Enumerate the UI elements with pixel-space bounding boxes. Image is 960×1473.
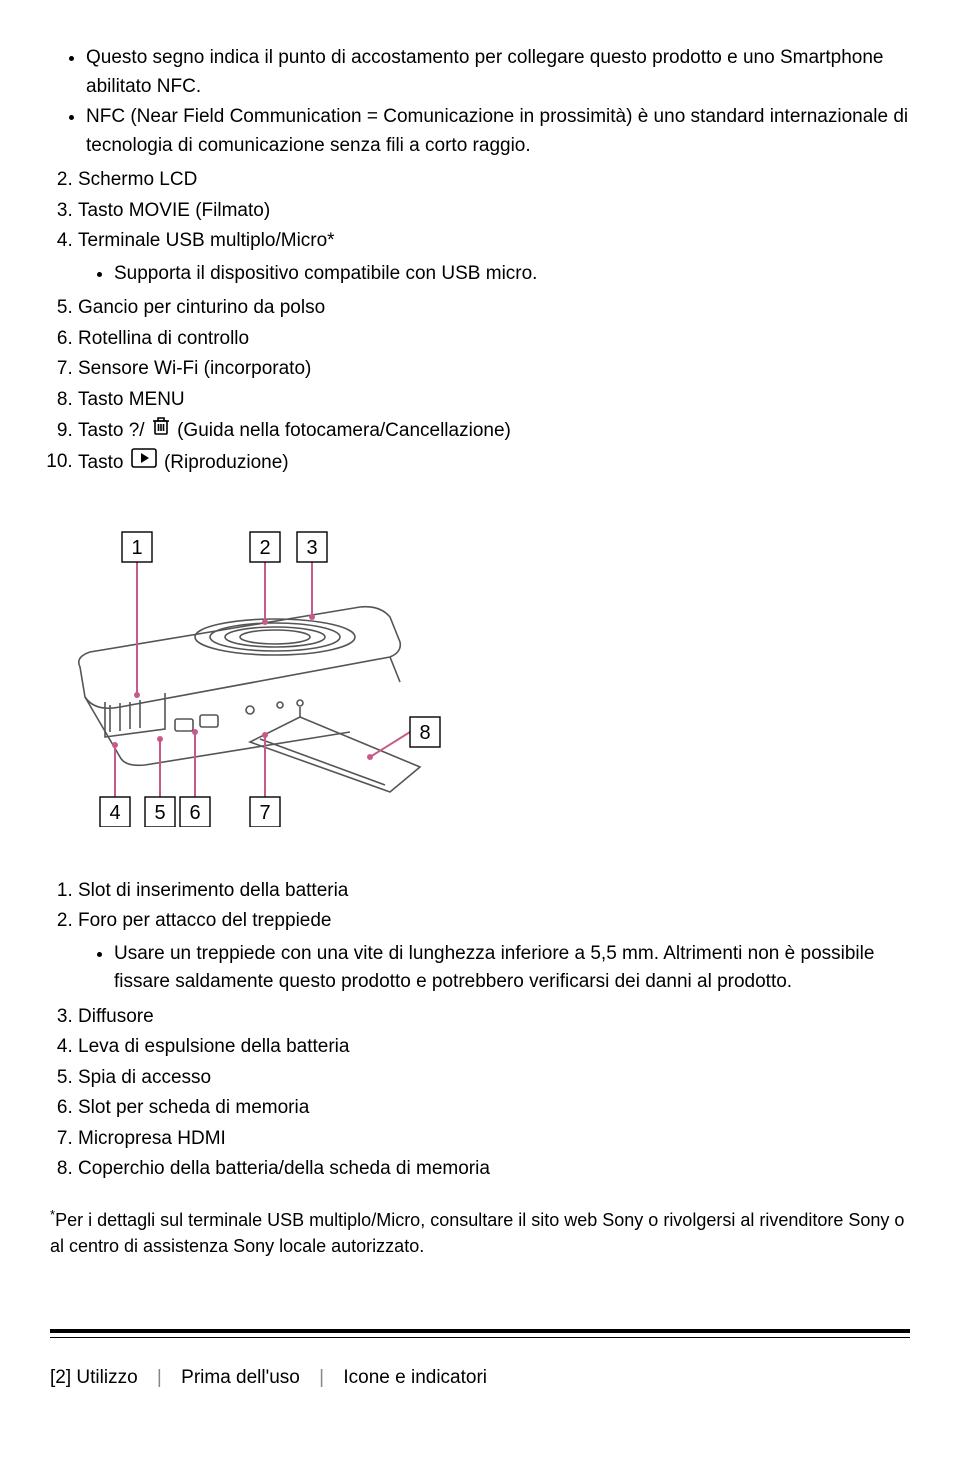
trash-icon — [152, 416, 170, 446]
list-b-item2-sub1: Usare un treppiede con una vite di lungh… — [114, 940, 910, 997]
svg-text:6: 6 — [189, 802, 200, 824]
breadcrumb: [2] Utilizzo | Prima dell'uso | Icone e … — [50, 1364, 910, 1393]
list-a-item10: Tasto (Riproduzione) — [78, 448, 910, 478]
list-a-item9-text-b: (Guida nella fotocamera/Cancellazione) — [172, 420, 511, 441]
list-b-item7: Micropresa HDMI — [78, 1125, 910, 1154]
diagram-label-2: 2 — [250, 532, 280, 562]
svg-text:3: 3 — [306, 537, 317, 559]
svg-text:1: 1 — [131, 537, 142, 559]
list-a: Schermo LCD Tasto MOVIE (Filmato) Termin… — [50, 166, 910, 477]
list-a-item8: Tasto MENU — [78, 386, 910, 415]
list-b-item4: Leva di espulsione della batteria — [78, 1033, 910, 1062]
list-b: Slot di inserimento della batteria Foro … — [50, 877, 910, 1184]
svg-text:7: 7 — [259, 802, 270, 824]
diagram-label-6: 6 — [180, 797, 210, 827]
list-b-item2-sublist: Usare un treppiede con una vite di lungh… — [78, 940, 910, 997]
svg-text:8: 8 — [419, 722, 430, 744]
diagram-label-1: 1 — [122, 532, 152, 562]
list-b-item2: Foro per attacco del treppiede Usare un … — [78, 907, 910, 997]
list-b-item1: Slot di inserimento della batteria — [78, 877, 910, 906]
list-a-item10-text-a: Tasto — [78, 451, 129, 472]
list-b-item5: Spia di accesso — [78, 1064, 910, 1093]
list-a-item4-text: Terminale USB multiplo/Micro* — [78, 230, 335, 251]
diagram-label-7: 7 — [250, 797, 280, 827]
diagram-label-4: 4 — [100, 797, 130, 827]
diagram-label-5: 5 — [145, 797, 175, 827]
breadcrumb-a: [2] Utilizzo — [50, 1367, 138, 1388]
section-divider — [50, 1329, 910, 1338]
list-a-item1-sub2: NFC (Near Field Communication = Comunica… — [86, 103, 910, 160]
breadcrumb-b: Prima dell'uso — [181, 1367, 300, 1388]
list-a-item9: Tasto ?/ (Guida nella fotocamera/Cancell… — [78, 416, 910, 446]
list-a-item1-sub1: Questo segno indica il punto di accostam… — [86, 44, 910, 101]
list-b-item2-text: Foro per attacco del treppiede — [78, 910, 332, 931]
list-a-item4: Terminale USB multiplo/Micro* Supporta i… — [78, 227, 910, 288]
list-a-item2: Schermo LCD — [78, 166, 910, 195]
footnote-text: Per i dettagli sul terminale USB multipl… — [50, 1210, 904, 1256]
svg-text:5: 5 — [154, 802, 165, 824]
svg-text:2: 2 — [259, 537, 270, 559]
list-b-item8: Coperchio della batteria/della scheda di… — [78, 1155, 910, 1184]
list-a-item10-text-b: (Riproduzione) — [159, 451, 289, 472]
list-a-item5: Gancio per cinturino da polso — [78, 294, 910, 323]
list-a-item4-sublist: Supporta il dispositivo compatibile con … — [78, 260, 910, 289]
list-b-item6: Slot per scheda di memoria — [78, 1094, 910, 1123]
breadcrumb-sep-1: | — [157, 1367, 162, 1388]
svg-text:4: 4 — [109, 802, 120, 824]
breadcrumb-sep-2: | — [319, 1367, 324, 1388]
list-b-item3: Diffusore — [78, 1003, 910, 1032]
diagram-label-8: 8 — [410, 717, 440, 747]
list-a-item4-sub1: Supporta il dispositivo compatibile con … — [114, 260, 910, 289]
list-a-item1-sublist: Questo segno indica il punto di accostam… — [50, 44, 910, 160]
breadcrumb-c: Icone e indicatori — [343, 1367, 487, 1388]
list-a-item9-text-a: Tasto ?/ — [78, 420, 150, 441]
list-a-item7: Sensore Wi-Fi (incorporato) — [78, 355, 910, 384]
diagram-label-3: 3 — [297, 532, 327, 562]
list-a-item3: Tasto MOVIE (Filmato) — [78, 197, 910, 226]
playback-icon — [131, 448, 157, 478]
camera-bottom-diagram: 1 2 3 4 5 6 7 8 — [50, 507, 910, 837]
list-a-item6: Rotellina di controllo — [78, 325, 910, 354]
footnote: *Per i dettagli sul terminale USB multip… — [50, 1206, 910, 1259]
